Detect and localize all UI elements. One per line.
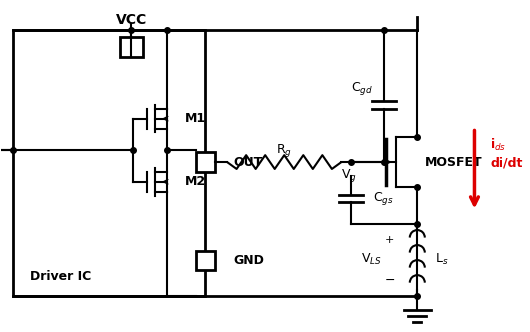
Text: R$_g$: R$_g$ — [276, 142, 292, 159]
Bar — [13, 30, 206, 296]
Text: C$_{gs}$: C$_{gs}$ — [373, 190, 394, 207]
Text: MOSFET: MOSFET — [425, 156, 483, 169]
Text: OUT: OUT — [233, 156, 262, 169]
Text: −: − — [384, 274, 395, 287]
Text: M2: M2 — [184, 175, 206, 188]
Text: VCC: VCC — [116, 13, 147, 27]
Bar — [196, 251, 215, 271]
Bar — [120, 37, 143, 56]
Text: di/dt: di/dt — [490, 157, 523, 170]
Text: C$_{gd}$: C$_{gd}$ — [351, 80, 373, 97]
Text: +: + — [385, 235, 394, 245]
Text: i$_{ds}$: i$_{ds}$ — [490, 137, 507, 153]
Text: M1: M1 — [184, 112, 206, 125]
Text: V$_{LS}$: V$_{LS}$ — [361, 252, 382, 267]
Text: GND: GND — [233, 254, 264, 267]
Text: V$_g$: V$_g$ — [341, 167, 357, 184]
Bar — [196, 152, 215, 172]
Text: L$_s$: L$_s$ — [435, 252, 448, 267]
Text: Driver IC: Driver IC — [30, 270, 91, 283]
